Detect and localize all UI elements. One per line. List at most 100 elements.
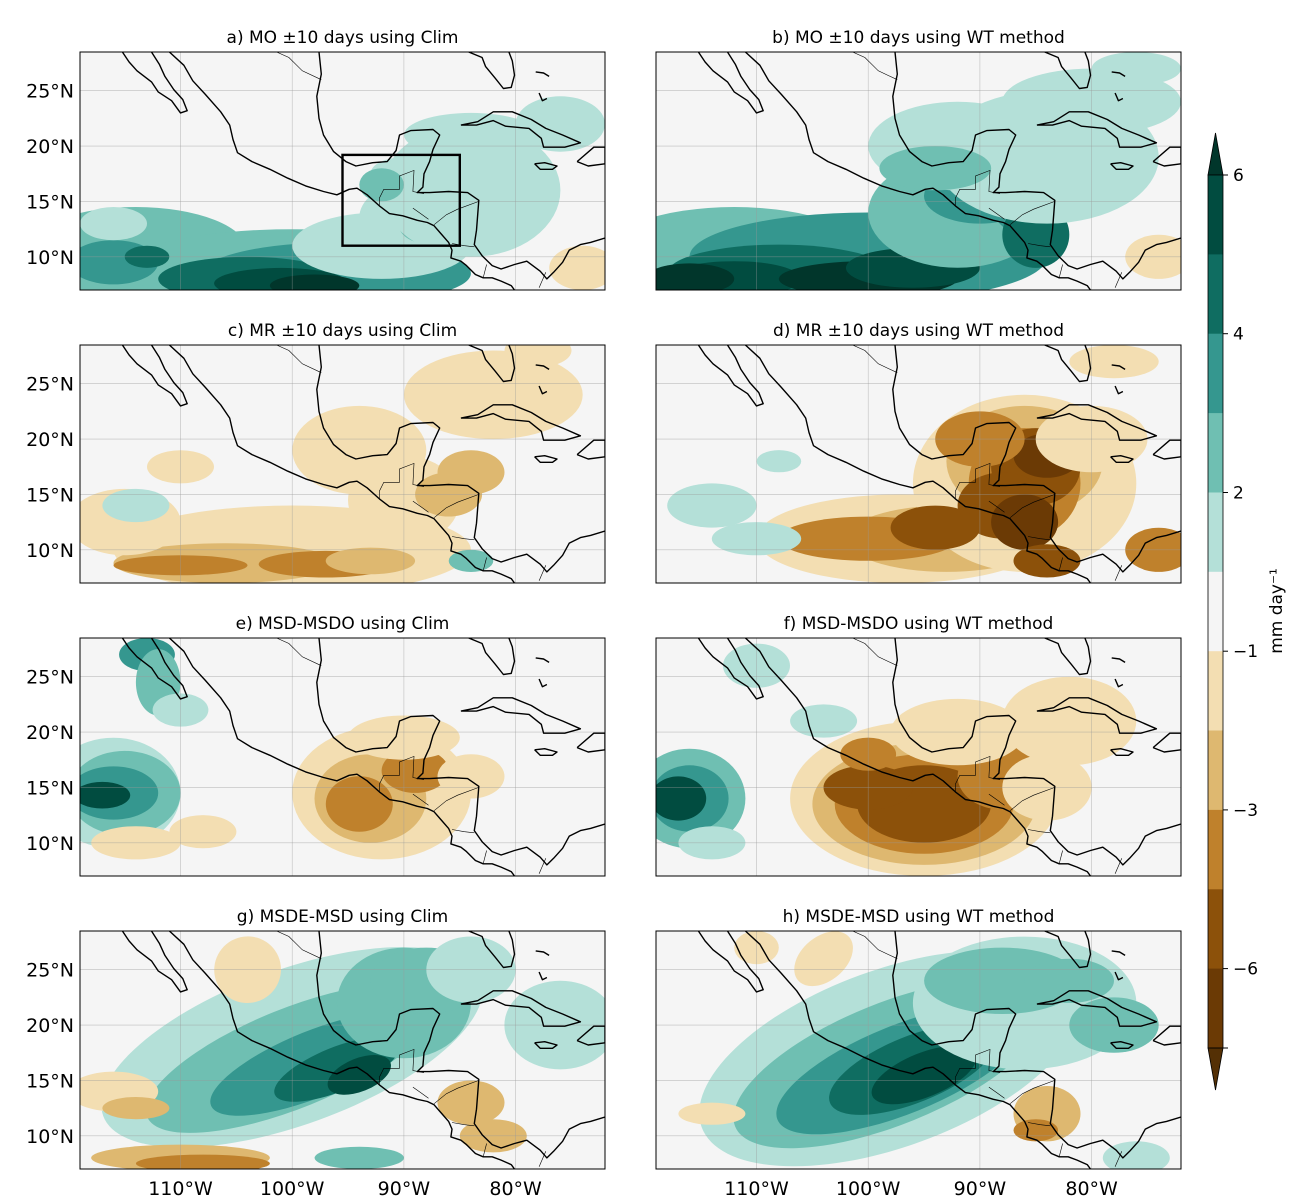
country-border bbox=[433, 201, 479, 225]
map-field bbox=[80, 638, 605, 876]
coastline bbox=[460, 990, 582, 1027]
colorbar-tick-label: 2 bbox=[1233, 484, 1244, 504]
coastline bbox=[1111, 950, 1126, 956]
lat-tick-label: 25°N bbox=[26, 81, 74, 103]
coastline bbox=[1044, 931, 1092, 969]
colorbar-segment bbox=[1208, 968, 1223, 1049]
coastline bbox=[538, 385, 548, 395]
coastline bbox=[1036, 697, 1158, 734]
country-border bbox=[482, 264, 487, 278]
country-border bbox=[852, 52, 898, 80]
lon-tick-label: 100°W bbox=[836, 1178, 901, 1200]
map-panel-b: b) MO ±10 days using WT method bbox=[655, 28, 1182, 291]
colorbar-segment bbox=[1208, 333, 1223, 414]
map-field bbox=[656, 638, 1181, 876]
coastline bbox=[1110, 161, 1134, 171]
lat-tick-label: 25°N bbox=[26, 960, 74, 982]
panel-title-d: d) MR ±10 days using WT method bbox=[773, 321, 1064, 341]
colorbar-extend-top bbox=[1207, 132, 1224, 176]
coastline bbox=[1114, 385, 1124, 395]
lat-tick-label: 20°N bbox=[26, 722, 74, 744]
colorbar-tick-label: −6 bbox=[1233, 960, 1258, 980]
country-border bbox=[852, 345, 898, 373]
panel-frame bbox=[79, 51, 606, 291]
contour-blob bbox=[1002, 676, 1137, 766]
country-border bbox=[1114, 565, 1123, 581]
colorbar-label: mm day⁻¹ bbox=[1267, 568, 1287, 654]
map-field bbox=[80, 52, 605, 290]
coastline bbox=[535, 657, 550, 663]
contour-blob bbox=[359, 168, 404, 202]
country-border bbox=[1009, 1080, 1055, 1104]
panel-frame bbox=[655, 344, 1182, 584]
contour-blob bbox=[327, 1055, 391, 1095]
colorbar-segment bbox=[1208, 571, 1223, 652]
coastline bbox=[1114, 92, 1124, 102]
coastline bbox=[121, 52, 188, 114]
country-border bbox=[988, 793, 1005, 806]
map-panel-a: a) MO ±10 days using Clim bbox=[79, 28, 606, 291]
contour-blob bbox=[437, 450, 505, 495]
colorbar-tick-label: 6 bbox=[1233, 166, 1244, 186]
coastline bbox=[534, 454, 558, 464]
country-border bbox=[538, 858, 547, 874]
country-border bbox=[1058, 264, 1063, 278]
contour-blob bbox=[314, 1146, 404, 1169]
country-border bbox=[276, 931, 322, 959]
coastline bbox=[121, 638, 188, 700]
panel-title-b: b) MO ±10 days using WT method bbox=[772, 28, 1065, 48]
lat-tick-label: 10°N bbox=[26, 1126, 74, 1148]
coastline bbox=[121, 931, 188, 993]
lon-tick-label: 110°W bbox=[148, 1178, 213, 1200]
lat-tick-label: 20°N bbox=[26, 136, 74, 158]
coastline bbox=[534, 747, 558, 757]
coastline bbox=[168, 638, 516, 876]
contour-blob bbox=[890, 505, 980, 550]
country-border bbox=[379, 169, 425, 206]
colorbar-segment bbox=[1208, 651, 1223, 732]
coastline bbox=[1114, 971, 1124, 981]
colorbar-segment bbox=[1208, 254, 1223, 335]
coastline bbox=[892, 638, 1181, 866]
contour-blob bbox=[667, 483, 757, 528]
lat-tick-label: 20°N bbox=[26, 429, 74, 451]
coastline bbox=[1044, 345, 1092, 383]
contour-blob bbox=[1069, 345, 1159, 379]
country-border bbox=[538, 565, 547, 581]
coastline bbox=[1036, 111, 1158, 148]
coastline bbox=[1110, 747, 1134, 757]
colorbar-tick-label: −1 bbox=[1233, 642, 1258, 662]
country-border bbox=[379, 462, 425, 499]
coastline bbox=[534, 1040, 558, 1050]
map-panel-f: f) MSD-MSDO using WT method bbox=[655, 614, 1182, 877]
map-field bbox=[80, 931, 605, 1169]
coastline bbox=[697, 931, 764, 993]
coastline bbox=[576, 732, 605, 753]
country-border bbox=[433, 1080, 479, 1104]
contour-blob bbox=[794, 931, 853, 987]
colorbar-frame bbox=[1207, 174, 1224, 1049]
panel-frame bbox=[79, 344, 606, 584]
coastline bbox=[576, 1025, 605, 1046]
coastline bbox=[697, 638, 764, 700]
coastline bbox=[576, 146, 605, 167]
coastline bbox=[468, 345, 516, 383]
panel-title-h: h) MSDE-MSD using WT method bbox=[783, 907, 1055, 927]
country-border bbox=[1027, 243, 1051, 248]
country-border bbox=[988, 1086, 1005, 1099]
coastline bbox=[535, 364, 550, 370]
country-border bbox=[1027, 536, 1051, 541]
country-border bbox=[852, 638, 898, 666]
latitude-tick-labels: 25°N 20°N 15°N 10°N 25°N 20°N 15°N 10°N 25°N 20°N… bbox=[26, 81, 74, 1148]
contour-blob bbox=[549, 245, 605, 290]
coastline bbox=[168, 931, 516, 1169]
coastline bbox=[316, 345, 605, 573]
lat-tick-label: 10°N bbox=[26, 540, 74, 562]
coastline bbox=[697, 345, 764, 407]
map-panel-e: e) MSD-MSDO using Clim bbox=[79, 614, 606, 877]
lon-tick-label: 110°W bbox=[724, 1178, 789, 1200]
contour-blob bbox=[80, 781, 131, 809]
map-field bbox=[656, 931, 1181, 1169]
contour-blob bbox=[102, 1097, 170, 1120]
